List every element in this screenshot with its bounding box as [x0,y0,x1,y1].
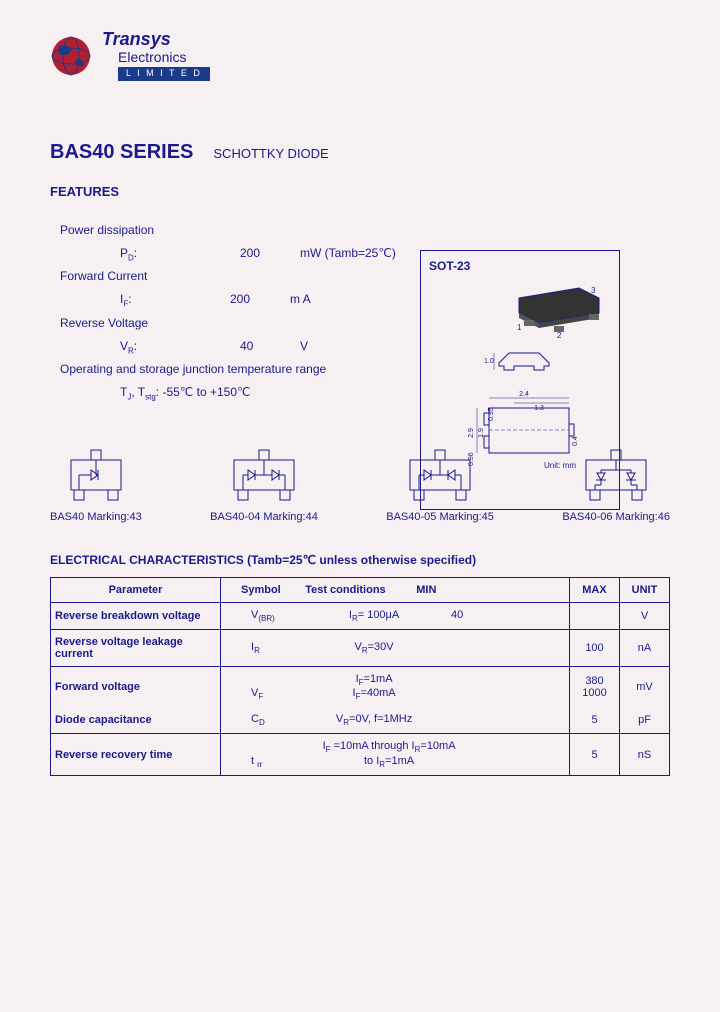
svg-text:1.9: 1.9 [478,428,485,438]
top-section: Transys Electronics L I M I T E D BAS40 … [50,30,670,405]
company-limited: L I M I T E D [118,67,210,81]
variant-diagram-1 [56,445,136,505]
electrical-table: Parameter Symbol Test conditions MIN MAX… [50,577,670,776]
svg-text:2.4: 2.4 [519,391,529,398]
th-parameter: Parameter [51,577,221,602]
svg-text:0.96: 0.96 [468,452,475,466]
package-unit-text: Unit: mm [544,461,576,470]
svg-text:2.9: 2.9 [468,428,475,438]
table-row: Reverse voltage leakage current IR VR=30… [51,629,670,666]
table-header-row: Parameter Symbol Test conditions MIN MAX… [51,577,670,602]
variant-bas40: BAS40 Marking:43 [50,445,142,523]
th-max: MAX [570,577,620,602]
svg-text:0.95: 0.95 [488,407,495,421]
product-title: BAS40 SERIES [50,141,193,164]
variant-diagram-2 [224,445,304,505]
globe-icon [50,35,92,77]
pd-label: Power dissipation [60,219,670,242]
svg-text:0.4: 0.4 [572,436,579,446]
elec-heading: ELECTRICAL CHARACTERISTICS (Tamb=25℃ unl… [50,553,670,567]
th-symbol-conditions: Symbol Test conditions MIN [221,577,570,602]
company-sub: Electronics [118,50,210,65]
company-text: Transys Electronics L I M I T E D [102,30,210,81]
features-heading: FEATURES [50,184,670,199]
table-row: Reverse recovery time t rr IF =10mA thro… [51,734,670,775]
table-row: Forward voltage VF IF=1mA IF=40mA 380 10… [51,666,670,707]
table-row: Diode capacitance CD VR=0V, f=1MHz 5 pF [51,707,670,734]
datasheet-page: Transys Electronics L I M I T E D BAS40 … [0,0,720,806]
svg-text:1.3: 1.3 [534,405,544,412]
title-row: BAS40 SERIES SCHOTTKY DIODE [50,141,670,164]
package-svg: 3 1 2 1.0 [429,273,609,503]
table-row: Reverse breakdown voltage V(BR) IR= 100μ… [51,602,670,629]
svg-text:2: 2 [557,331,562,340]
package-drawing: SOT-23 3 1 2 1.0 [420,250,620,510]
svg-text:3: 3 [591,286,596,295]
package-label: SOT-23 [429,259,611,273]
svg-text:1.0: 1.0 [484,358,494,365]
company-name: Transys [102,30,210,50]
th-unit: UNIT [620,577,670,602]
product-subtitle: SCHOTTKY DIODE [213,146,328,161]
svg-text:1: 1 [517,323,522,332]
variant-bas40-04: BAS40-04 Marking:44 [210,445,318,523]
company-logo: Transys Electronics L I M I T E D [50,30,670,81]
